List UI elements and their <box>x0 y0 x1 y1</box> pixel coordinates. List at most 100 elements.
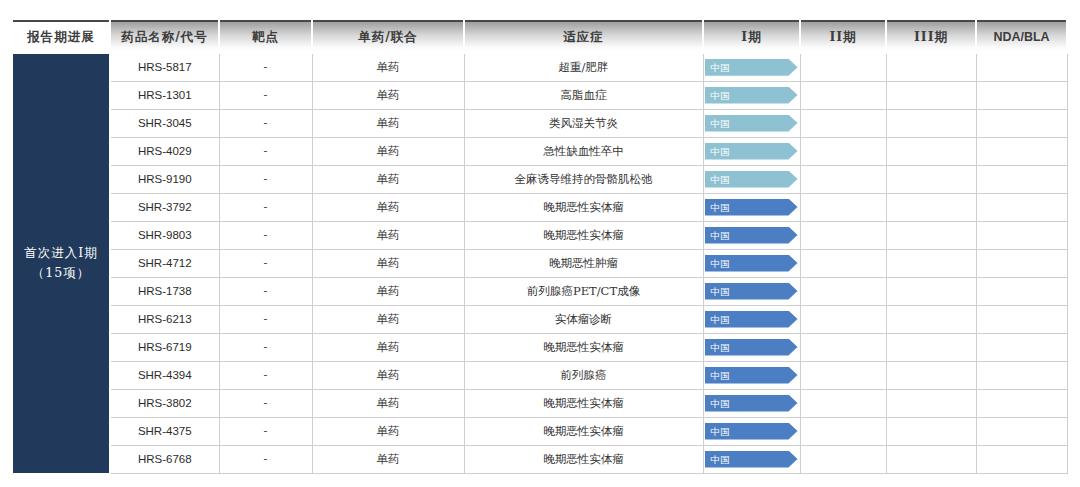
phase1-cell: 中国 <box>703 389 800 417</box>
nda-bla-cell <box>976 165 1067 193</box>
table-row: SHR-3045 - 单药 类风湿关节炎 中国 <box>13 109 1067 137</box>
phase1-cell: 中国 <box>703 109 800 137</box>
phase3-cell <box>886 305 976 333</box>
phase1-country-badge: 中国 <box>705 115 798 132</box>
indication-cell: 急性缺血性卒中 <box>464 137 703 165</box>
regimen-cell: 单药 <box>312 445 464 473</box>
phase1-cell: 中国 <box>703 165 800 193</box>
drug-code-cell: SHR-3792 <box>110 193 219 221</box>
phase2-cell <box>800 249 886 277</box>
drug-code-cell: HRS-6213 <box>110 305 219 333</box>
phase1-cell: 中国 <box>703 445 800 473</box>
phase3-cell <box>886 137 976 165</box>
nda-bla-cell <box>976 305 1067 333</box>
indication-cell: 晚期恶性肿瘤 <box>464 249 703 277</box>
phase1-cell: 中国 <box>703 333 800 361</box>
phase2-cell <box>800 417 886 445</box>
phase3-cell <box>886 193 976 221</box>
phase3-cell <box>886 445 976 473</box>
phase1-cell: 中国 <box>703 193 800 221</box>
phase2-cell <box>800 137 886 165</box>
phase2-cell <box>800 193 886 221</box>
phase2-cell <box>800 333 886 361</box>
table-row: HRS-1738 - 单药 前列腺癌PET/CT成像 中国 <box>13 277 1067 305</box>
indication-cell: 前列腺癌 <box>464 361 703 389</box>
drug-code-cell: HRS-1301 <box>110 81 219 109</box>
phase1-cell: 中国 <box>703 53 800 81</box>
regimen-cell: 单药 <box>312 53 464 81</box>
table-row: HRS-6719 - 单药 晚期恶性实体瘤 中国 <box>13 333 1067 361</box>
nda-bla-cell <box>976 137 1067 165</box>
table-row: HRS-6768 - 单药 晚期恶性实体瘤 中国 <box>13 445 1067 473</box>
target-cell: - <box>219 389 312 417</box>
header-row: 报告期进展 药品名称/代号 靶点 单药/联合 适应症 I期 II期 III期 N… <box>13 21 1067 53</box>
drug-code-cell: SHR-4712 <box>110 249 219 277</box>
table-row: HRS-3802 - 单药 晚期恶性实体瘤 中国 <box>13 389 1067 417</box>
regimen-cell: 单药 <box>312 137 464 165</box>
target-cell: - <box>219 137 312 165</box>
phase2-cell <box>800 221 886 249</box>
target-cell: - <box>219 193 312 221</box>
phase3-cell <box>886 389 976 417</box>
nda-bla-cell <box>976 361 1067 389</box>
phase1-cell: 中国 <box>703 137 800 165</box>
regimen-cell: 单药 <box>312 81 464 109</box>
drug-code-cell: HRS-4029 <box>110 137 219 165</box>
regimen-cell: 单药 <box>312 361 464 389</box>
phase3-cell <box>886 81 976 109</box>
indication-cell: 晚期恶性实体瘤 <box>464 389 703 417</box>
phase3-cell <box>886 221 976 249</box>
regimen-cell: 单药 <box>312 165 464 193</box>
table-row: HRS-9190 - 单药 全麻诱导维持的骨骼肌松弛 中国 <box>13 165 1067 193</box>
header-nda-bla: NDA/BLA <box>976 21 1067 53</box>
regimen-cell: 单药 <box>312 389 464 417</box>
header-target: 靶点 <box>219 21 312 53</box>
phase1-country-badge: 中国 <box>705 143 798 160</box>
phase1-cell: 中国 <box>703 81 800 109</box>
target-cell: - <box>219 165 312 193</box>
regimen-cell: 单药 <box>312 221 464 249</box>
drug-code-cell: HRS-6768 <box>110 445 219 473</box>
phase1-cell: 中国 <box>703 221 800 249</box>
indication-cell: 晚期恶性实体瘤 <box>464 445 703 473</box>
table-row: SHR-4394 - 单药 前列腺癌 中国 <box>13 361 1067 389</box>
nda-bla-cell <box>976 333 1067 361</box>
drug-code-cell: HRS-6719 <box>110 333 219 361</box>
phase3-cell <box>886 165 976 193</box>
drug-code-cell: HRS-1738 <box>110 277 219 305</box>
header-phase3: III期 <box>886 21 976 53</box>
phase1-cell: 中国 <box>703 361 800 389</box>
phase2-cell <box>800 305 886 333</box>
phase1-cell: 中国 <box>703 277 800 305</box>
phase1-country-badge: 中国 <box>705 367 798 384</box>
indication-cell: 晚期恶性实体瘤 <box>464 417 703 445</box>
regimen-cell: 单药 <box>312 249 464 277</box>
indication-cell: 超重/肥胖 <box>464 53 703 81</box>
indication-cell: 高脂血症 <box>464 81 703 109</box>
phase3-cell <box>886 109 976 137</box>
phase2-cell <box>800 109 886 137</box>
phase1-country-badge: 中国 <box>705 87 798 104</box>
indication-cell: 晚期恶性实体瘤 <box>464 221 703 249</box>
phase2-cell <box>800 389 886 417</box>
phase1-country-badge: 中国 <box>705 283 798 300</box>
phase1-country-badge: 中国 <box>705 423 798 440</box>
regimen-cell: 单药 <box>312 193 464 221</box>
regimen-cell: 单药 <box>312 333 464 361</box>
regimen-cell: 单药 <box>312 417 464 445</box>
indication-cell: 全麻诱导维持的骨骼肌松弛 <box>464 165 703 193</box>
drug-code-cell: SHR-9803 <box>110 221 219 249</box>
target-cell: - <box>219 417 312 445</box>
nda-bla-cell <box>976 249 1067 277</box>
indication-cell: 晚期恶性实体瘤 <box>464 333 703 361</box>
drug-code-cell: SHR-4375 <box>110 417 219 445</box>
header-phase2: II期 <box>800 21 886 53</box>
phase2-cell <box>800 277 886 305</box>
phase1-country-badge: 中国 <box>705 227 798 244</box>
target-cell: - <box>219 249 312 277</box>
table-row: 首次进入Ⅰ期（15项）HRS-5817 - 单药 超重/肥胖 中国 <box>13 53 1067 81</box>
header-drug-name: 药品名称/代号 <box>110 21 219 53</box>
drug-code-cell: SHR-3045 <box>110 109 219 137</box>
header-phase1: I期 <box>703 21 800 53</box>
nda-bla-cell <box>976 445 1067 473</box>
